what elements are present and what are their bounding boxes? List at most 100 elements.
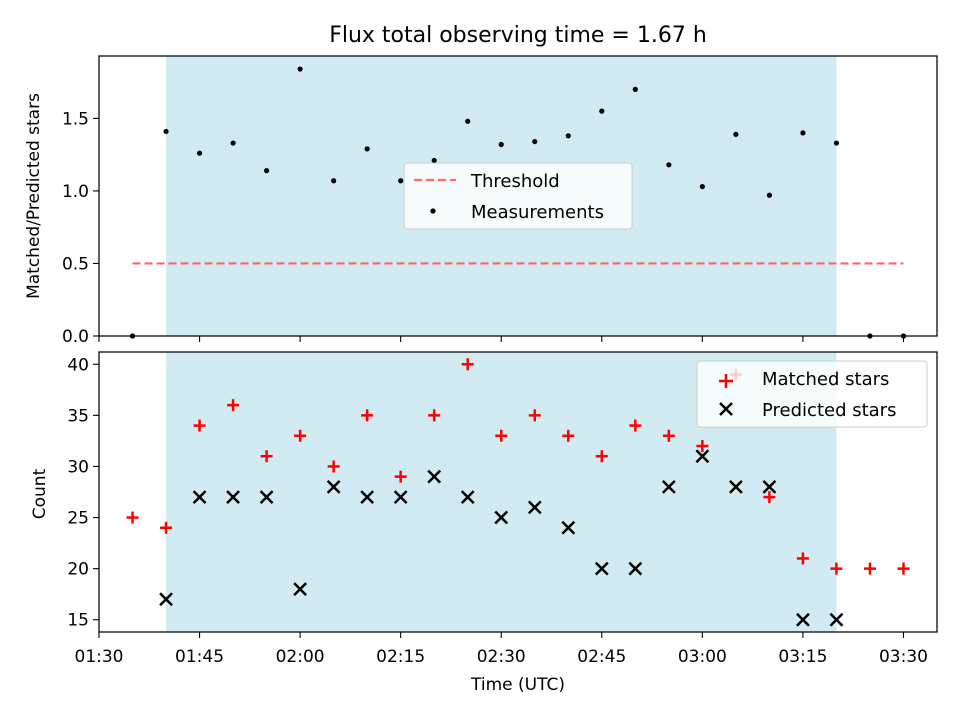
measurement-point: [398, 178, 404, 184]
bottom-panel: 15 20 25 30 35 40 01:30 01:45 02:00 02:15 02:30 02…: [30, 351, 938, 695]
matched-stars-point: [897, 562, 910, 575]
bottom-legend: Matched stars Predicted stars: [696, 360, 928, 428]
x-tick-label: 02:15: [376, 647, 425, 667]
matched-stars-point: [562, 429, 575, 442]
measurement-point: [565, 133, 571, 139]
measurement-point: [632, 86, 638, 92]
matched-stars-point: [193, 419, 206, 432]
measurement-point: [532, 138, 538, 145]
bottom-legend-box: [696, 360, 928, 428]
matched-stars-point: [662, 429, 675, 442]
measurement-point: [465, 118, 471, 124]
predicted-stars-point: [561, 520, 576, 535]
matched-stars-point: [260, 450, 273, 463]
measurement-point: [364, 146, 370, 152]
x-tick-label: 02:30: [477, 647, 526, 667]
bottom-x-ticks: 01:30 01:45 02:00 02:15 02:30 02:45 03:00 03:15…: [75, 632, 928, 667]
predicted-stars-point: [829, 612, 844, 627]
top-y-ticks: 0.0 0.5 1.0 1.5: [62, 109, 99, 347]
x-tick-label: 02:00: [276, 647, 325, 667]
threshold-legend-label: Threshold: [470, 171, 560, 192]
x-tick-label: 03:30: [879, 647, 928, 667]
measurement-point: [599, 108, 605, 114]
measurement-point: [833, 140, 840, 146]
measurement-point: [431, 157, 437, 164]
matched-stars-point: [863, 562, 876, 575]
top-legend-box: [403, 162, 633, 230]
predicted-stars-point: [494, 510, 509, 525]
matched-stars-point: [763, 491, 776, 504]
y-tick-label: 30: [67, 457, 89, 477]
measurements-legend-label: Measurements: [471, 202, 604, 223]
matched-stars-point: [796, 552, 809, 565]
matched-stars-point: [528, 409, 541, 422]
y-tick-label: 0.0: [62, 327, 89, 347]
matched-stars-point: [629, 419, 642, 432]
matched-stars-point: [160, 521, 173, 534]
predicted-stars-point: [360, 490, 375, 504]
measurement-point: [498, 141, 504, 148]
matched-legend-label: Matched stars: [762, 369, 889, 390]
matched-stars-point: [830, 562, 843, 575]
matched-stars-point: [126, 511, 139, 524]
measurement-point: [297, 66, 303, 72]
predicted-stars-point: [293, 582, 308, 596]
measurement-point: [766, 192, 773, 198]
predicted-stars-point: [259, 490, 274, 504]
bottom-y-ticks: 15 20 25 30 35 40: [67, 355, 99, 631]
x-tick-label: 01:30: [75, 647, 124, 667]
measurement-point: [264, 168, 270, 174]
measurement-point: [331, 178, 337, 184]
top-legend: Threshold Measurements: [403, 162, 633, 230]
x-tick-label: 02:45: [577, 647, 626, 667]
top-axes-frame: [98, 55, 938, 337]
top-y-axis-label: Matched/Predicted stars: [24, 93, 44, 299]
predicted-legend-swatch: [719, 402, 733, 416]
predicted-stars-point: [192, 490, 207, 504]
measurement-point: [699, 183, 705, 190]
predicted-stars-point: [427, 469, 442, 484]
measurement-point: [163, 128, 169, 135]
x-axis-label: Time (UTC): [470, 675, 565, 695]
predicted-stars-point: [393, 490, 408, 504]
measurement-point: [733, 131, 739, 137]
chart-title: Flux total observing time = 1.67 h: [329, 23, 707, 48]
matched-stars-point: [327, 460, 340, 473]
measurement-point: [230, 140, 236, 146]
predicted-stars-point: [796, 612, 810, 627]
top-x-ticks: [98, 336, 905, 342]
y-tick-label: 25: [67, 509, 89, 529]
bottom-axes-frame: [98, 351, 938, 633]
y-tick-label: 1.0: [62, 182, 89, 202]
matched-stars-point: [294, 429, 307, 442]
top-points-layer: [129, 66, 907, 339]
predicted-stars-point: [594, 561, 609, 576]
y-tick-label: 15: [67, 611, 89, 631]
predicted-stars-point: [728, 480, 743, 494]
predicted-stars-point: [661, 480, 676, 494]
predicted-stars-point: [226, 490, 240, 504]
matched-stars-point: [361, 409, 374, 422]
y-tick-label: 40: [67, 355, 89, 375]
x-tick-label: 03:00: [678, 647, 727, 667]
predicted-stars-point: [527, 500, 542, 515]
x-tick-label: 03:15: [778, 647, 827, 667]
x-tick-label: 01:45: [175, 647, 224, 667]
matched-stars-point: [394, 470, 407, 483]
y-tick-label: 1.5: [62, 109, 89, 129]
predicted-stars-point: [326, 480, 341, 494]
predicted-stars-point: [628, 561, 643, 576]
top-panel: 0.0 0.5 1.0 1.5 Matched/Predicted stars Thr…: [24, 55, 938, 347]
predicted-stars-point: [159, 592, 173, 607]
matched-stars-point: [461, 358, 474, 371]
bottom-y-axis-label: Count: [30, 468, 50, 519]
measurement-point: [196, 150, 203, 156]
matched-stars-point: [495, 429, 508, 442]
measurement-point: [666, 162, 672, 168]
predicted-stars-point: [460, 490, 475, 504]
matched-stars-point: [227, 399, 240, 412]
y-tick-label: 20: [67, 560, 89, 580]
predicted-stars-point: [762, 480, 777, 494]
matched-stars-point: [696, 440, 709, 453]
matched-stars-point: [595, 450, 608, 463]
